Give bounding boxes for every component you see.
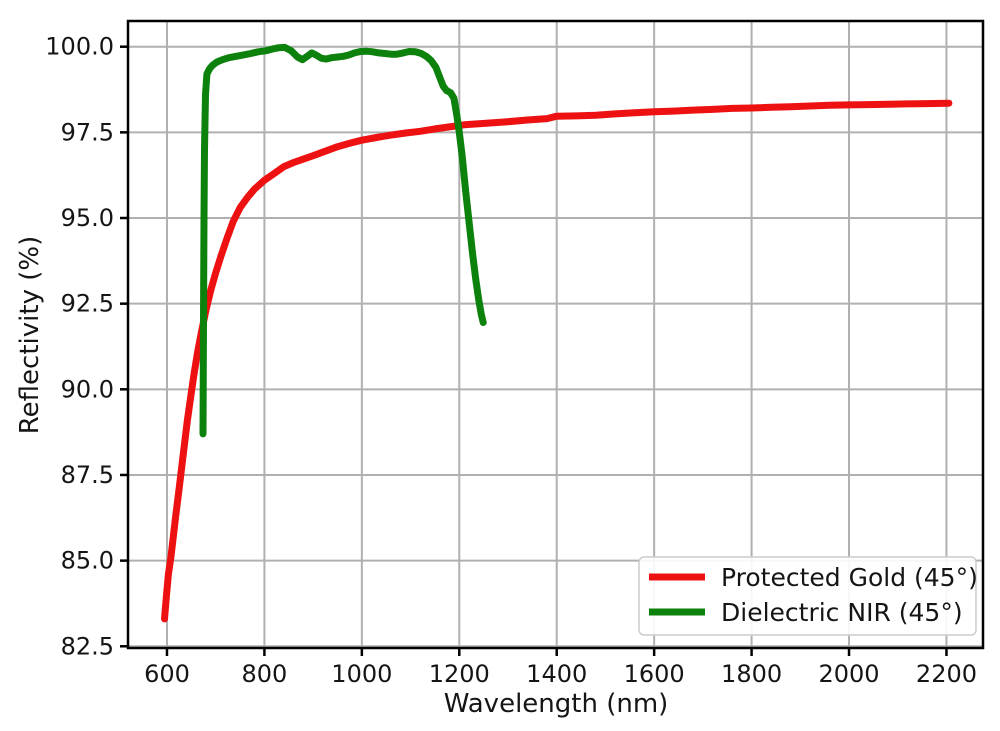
tick-layer: 600 800 1000 1200 1400 1600 1800 2000 2200 82.5 85… bbox=[45, 33, 977, 688]
y-axis-label: Reflectivity (%) bbox=[15, 236, 45, 434]
x-tick-label: 1600 bbox=[624, 660, 685, 688]
x-tick-label: 2000 bbox=[818, 660, 879, 688]
legend-entry-label: Protected Gold (45°) bbox=[721, 563, 978, 592]
y-tick-label: 87.5 bbox=[61, 461, 114, 489]
legend-entry-label: Dielectric NIR (45°) bbox=[721, 598, 963, 627]
y-tick-label: 90.0 bbox=[61, 375, 114, 403]
y-tick-label: 100.0 bbox=[45, 33, 114, 61]
series-layer bbox=[161, 43, 953, 623]
series-line-1 bbox=[199, 43, 487, 438]
legend-box bbox=[638, 556, 977, 636]
y-tick-label: 85.0 bbox=[61, 547, 114, 575]
x-tick-label: 800 bbox=[242, 660, 288, 688]
series-line-0 bbox=[161, 99, 953, 623]
y-tick-label: 95.0 bbox=[61, 204, 114, 232]
x-axis-label: Wavelength (nm) bbox=[444, 689, 669, 719]
x-tick-label: 600 bbox=[144, 660, 190, 688]
legend: Protected Gold (45°) Dielectric NIR (45°) bbox=[638, 556, 978, 636]
y-tick-label: 92.5 bbox=[61, 290, 114, 318]
x-tick-label: 1200 bbox=[429, 660, 490, 688]
x-tick-label: 1800 bbox=[721, 660, 782, 688]
x-tick-label: 1000 bbox=[331, 660, 392, 688]
y-tick-label: 97.5 bbox=[61, 118, 114, 146]
x-tick-label: 2200 bbox=[916, 660, 977, 688]
y-tick-label: 82.5 bbox=[61, 632, 114, 660]
grid-layer bbox=[128, 21, 983, 648]
x-tick-label: 1400 bbox=[526, 660, 587, 688]
